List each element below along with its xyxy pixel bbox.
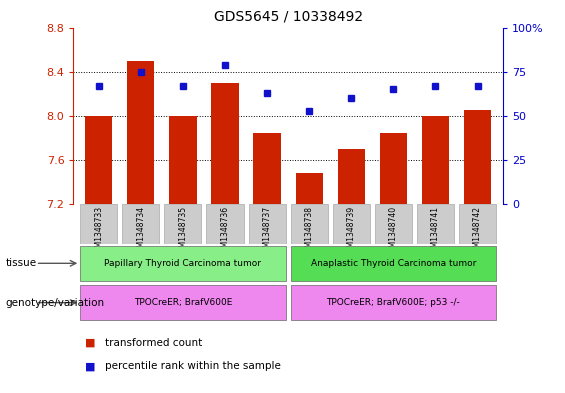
FancyBboxPatch shape (206, 204, 244, 244)
Text: genotype/variation: genotype/variation (6, 298, 105, 308)
FancyBboxPatch shape (290, 204, 328, 244)
Text: transformed count: transformed count (105, 338, 202, 348)
Bar (295, 173, 323, 204)
Text: GSM1348739: GSM1348739 (347, 206, 356, 257)
FancyBboxPatch shape (459, 204, 496, 244)
FancyBboxPatch shape (249, 204, 286, 244)
Bar (85, 116, 112, 204)
FancyBboxPatch shape (375, 204, 412, 244)
Bar (422, 116, 449, 204)
Title: GDS5645 / 10338492: GDS5645 / 10338492 (214, 9, 363, 24)
Text: TPOCreER; BrafV600E: TPOCreER; BrafV600E (134, 298, 232, 307)
Text: GSM1348741: GSM1348741 (431, 206, 440, 257)
Text: GSM1348733: GSM1348733 (94, 206, 103, 257)
FancyBboxPatch shape (164, 204, 202, 244)
Text: GSM1348735: GSM1348735 (179, 206, 188, 257)
Text: ■: ■ (85, 338, 95, 348)
Text: GSM1348742: GSM1348742 (473, 206, 482, 257)
Bar (127, 61, 154, 204)
Bar (338, 149, 365, 204)
FancyBboxPatch shape (333, 204, 370, 244)
Text: GSM1348737: GSM1348737 (263, 206, 272, 257)
Bar (211, 83, 238, 204)
Text: GSM1348734: GSM1348734 (136, 206, 145, 257)
Text: ■: ■ (85, 362, 95, 371)
FancyBboxPatch shape (417, 204, 454, 244)
Text: percentile rank within the sample: percentile rank within the sample (105, 362, 280, 371)
Bar (380, 132, 407, 204)
FancyBboxPatch shape (80, 204, 117, 244)
Text: GSM1348736: GSM1348736 (220, 206, 229, 257)
Text: TPOCreER; BrafV600E; p53 -/-: TPOCreER; BrafV600E; p53 -/- (327, 298, 460, 307)
FancyBboxPatch shape (80, 246, 286, 281)
FancyBboxPatch shape (290, 285, 496, 320)
FancyBboxPatch shape (290, 246, 496, 281)
Text: GSM1348740: GSM1348740 (389, 206, 398, 257)
Bar (170, 116, 197, 204)
FancyBboxPatch shape (80, 285, 286, 320)
Bar (464, 110, 492, 204)
Text: tissue: tissue (6, 258, 37, 268)
Text: Papillary Thyroid Carcinoma tumor: Papillary Thyroid Carcinoma tumor (105, 259, 262, 268)
Bar (254, 132, 281, 204)
Text: Anaplastic Thyroid Carcinoma tumor: Anaplastic Thyroid Carcinoma tumor (311, 259, 476, 268)
Text: GSM1348738: GSM1348738 (305, 206, 314, 257)
FancyBboxPatch shape (122, 204, 159, 244)
